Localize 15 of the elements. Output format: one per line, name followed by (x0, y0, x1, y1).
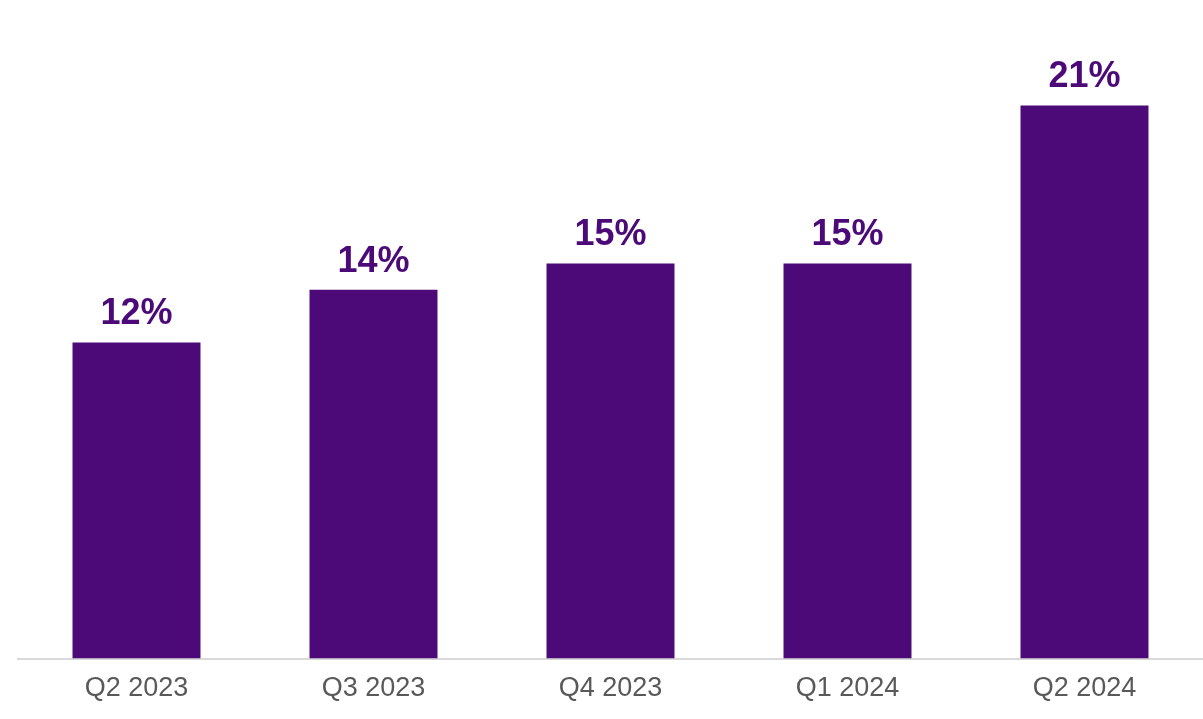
bar (309, 289, 438, 659)
x-tick-label: Q4 2023 (558, 672, 663, 703)
bar (546, 263, 675, 659)
x-tick-label: Q1 2024 (795, 672, 900, 703)
bar (783, 263, 912, 659)
x-tick-label: Q3 2023 (321, 672, 426, 703)
x-tick-label: Q2 2024 (1032, 672, 1137, 703)
data-label: 15% (811, 212, 884, 254)
bar (72, 342, 201, 659)
data-label: 21% (1048, 54, 1121, 96)
data-label: 12% (100, 291, 173, 333)
x-tick-label: Q2 2023 (84, 672, 189, 703)
data-label: 15% (574, 212, 647, 254)
bar (1020, 105, 1149, 659)
data-label: 14% (337, 238, 410, 280)
